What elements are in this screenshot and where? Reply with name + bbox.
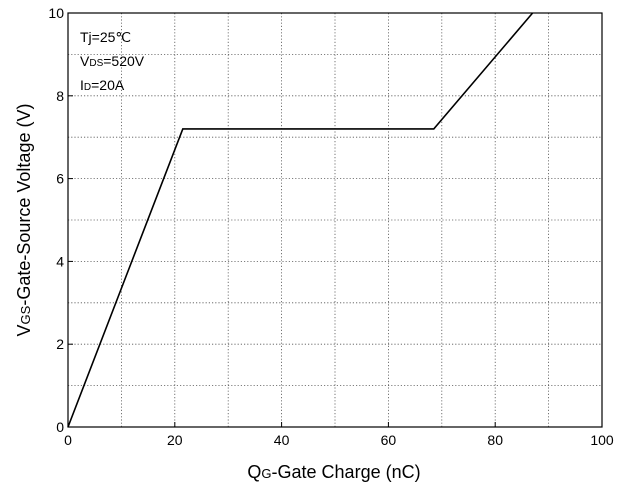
x-tick-label: 80 [487,432,503,448]
y-tick-label: 6 [56,171,64,187]
annotation-vds-main: V [80,53,90,69]
annotation-tj: Tj=25℃ [80,29,131,45]
x-axis-title-main: Q [247,462,261,482]
annotation-id-value: =20A [91,77,125,93]
annotation-id: ID=20A [80,77,125,93]
x-tick-label: 100 [590,432,614,448]
plot-frame [67,12,603,428]
y-tick-label: 2 [56,336,64,352]
y-tick-label: 0 [56,419,64,435]
y-axis-title: VGS-Gate-Source Voltage (V) [14,104,34,337]
annotation-vds: VDS=520V [80,53,145,69]
y-axis-title-main: V [14,324,34,336]
y-tick-label: 8 [56,88,64,104]
y-axis-title-sub: GS [18,305,33,324]
series [67,12,534,428]
x-tick-label: 60 [381,432,397,448]
y-axis-title-rest: -Gate-Source Voltage (V) [14,104,34,306]
x-axis-title-sub: G [261,466,271,481]
x-tick-label: 0 [64,432,72,448]
series-line [67,12,534,428]
x-axis-title-rest: -Gate Charge (nC) [272,462,421,482]
ticks: 0 20 40 60 80 100 0 2 4 6 8 10 [48,5,613,448]
annotation-id-sub: D [84,82,91,93]
x-tick-label: 40 [274,432,290,448]
annotation-vds-sub: DS [89,58,103,69]
grid [68,13,602,427]
y-tick-label: 4 [56,253,64,269]
x-tick-label: 20 [167,432,183,448]
annotation-id-main: I [80,77,84,93]
annotation-vds-value: =520V [103,53,145,69]
x-axis-title: QG-Gate Charge (nC) [247,462,420,482]
y-tick-label: 10 [48,5,64,21]
